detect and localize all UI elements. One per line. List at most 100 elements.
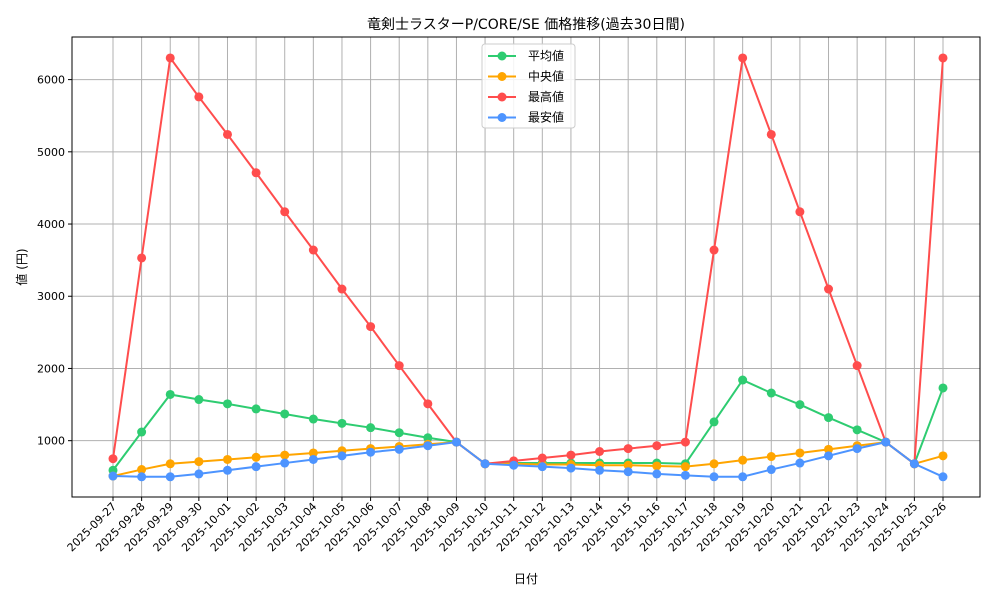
data-point (251, 452, 261, 462)
data-point (738, 375, 748, 385)
data-point (595, 465, 605, 475)
data-point (280, 409, 290, 419)
x-axis-label: 日付 (514, 572, 538, 586)
y-tick-label: 1000 (37, 435, 65, 448)
data-point (709, 459, 719, 469)
data-point (194, 92, 204, 102)
data-point (251, 168, 261, 178)
data-point (881, 437, 891, 447)
data-point (222, 129, 232, 139)
data-point (909, 459, 919, 469)
data-point (795, 207, 805, 217)
x-axis: 2025-09-272025-09-282025-09-292025-09-30… (65, 497, 949, 554)
series-lines (108, 53, 948, 482)
data-point (108, 471, 118, 481)
y-tick-label: 4000 (37, 218, 65, 231)
data-point (480, 459, 490, 469)
plot-frame (71, 36, 981, 498)
data-point (280, 450, 290, 460)
data-point (680, 470, 690, 480)
data-point (394, 444, 404, 454)
data-point (366, 447, 376, 457)
data-point (709, 417, 719, 427)
data-point (795, 400, 805, 410)
data-point (680, 437, 690, 447)
series-line (112, 441, 944, 478)
data-point (938, 451, 948, 461)
data-point (824, 413, 834, 423)
legend-label: 中央値 (528, 69, 564, 84)
y-tick-label: 2000 (37, 362, 65, 375)
chart-title: 竜剣士ラスターP/CORE/SE 価格推移(過去30日間) (367, 16, 685, 33)
data-point (251, 404, 261, 414)
data-point (165, 389, 175, 399)
data-point (165, 53, 175, 63)
data-point (394, 361, 404, 371)
data-point (108, 454, 118, 464)
data-point (337, 284, 347, 294)
data-point (137, 253, 147, 263)
data-point (194, 469, 204, 479)
y-axis-label: 値 (円) (14, 248, 29, 285)
data-point (423, 441, 433, 451)
data-point (308, 454, 318, 464)
data-point (938, 472, 948, 482)
data-point (280, 207, 290, 217)
data-point (451, 437, 461, 447)
data-point (566, 450, 576, 460)
data-point (308, 448, 318, 458)
legend-label: 最安値 (528, 110, 564, 125)
data-point (566, 463, 576, 473)
data-point (795, 448, 805, 458)
data-point (709, 472, 719, 482)
data-point (337, 451, 347, 461)
data-point (738, 53, 748, 63)
data-point (222, 454, 232, 464)
data-point (709, 245, 719, 255)
legend-marker (497, 51, 507, 61)
data-point (824, 444, 834, 454)
data-point (938, 53, 948, 63)
data-point (251, 462, 261, 472)
legend-label: 平均値 (528, 48, 564, 63)
data-point (738, 472, 748, 482)
data-point (766, 129, 776, 139)
series-3 (108, 437, 948, 482)
series-line (112, 378, 944, 471)
data-point (537, 462, 547, 472)
series-line (112, 441, 944, 478)
data-point (366, 423, 376, 433)
data-point (652, 461, 662, 471)
data-point (165, 472, 175, 482)
data-point (795, 458, 805, 468)
data-point (165, 459, 175, 469)
data-point (738, 455, 748, 465)
data-point (623, 460, 633, 470)
data-point (824, 284, 834, 294)
data-point (194, 457, 204, 467)
series-line (112, 53, 944, 466)
data-point (423, 433, 433, 443)
y-tick-label: 3000 (37, 290, 65, 303)
data-point (652, 441, 662, 451)
data-point (137, 465, 147, 475)
data-point (222, 399, 232, 409)
data-point (938, 383, 948, 393)
data-point (623, 467, 633, 477)
y-axis: 1000 2000 3000 4000 5000 6000 (37, 74, 72, 448)
legend-label: 最高値 (528, 89, 564, 104)
data-point (337, 418, 347, 428)
legend-box (481, 43, 576, 129)
data-point (137, 427, 147, 437)
series-1 (108, 437, 948, 481)
data-point (509, 460, 519, 470)
data-point (280, 458, 290, 468)
data-point (308, 414, 318, 424)
data-point (537, 453, 547, 463)
data-point (222, 465, 232, 475)
data-point (595, 447, 605, 457)
data-point (423, 399, 433, 409)
